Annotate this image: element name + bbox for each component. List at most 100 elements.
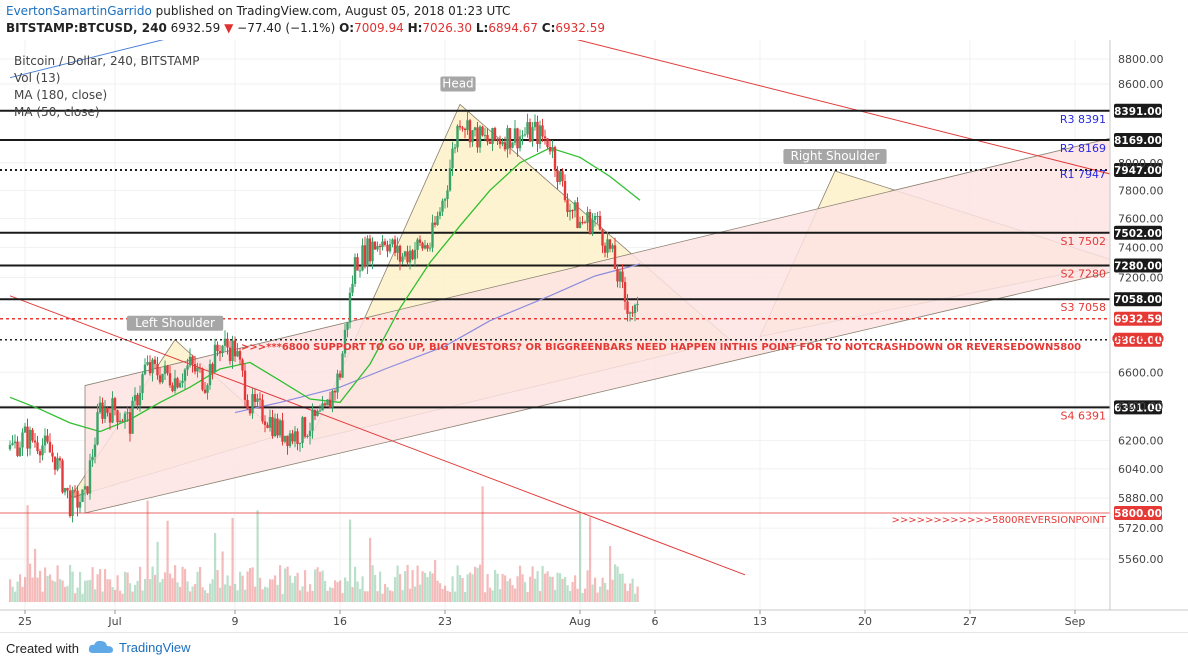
candle-body [441, 200, 444, 212]
candle-body [173, 378, 177, 391]
legend-title: Bitcoin / Dollar, 240, BITSTAMP [14, 54, 199, 68]
candle-body [516, 128, 519, 149]
candle-body [61, 460, 64, 493]
volume-bar [229, 585, 232, 602]
price-box-S2 [1114, 258, 1162, 273]
candle-body [201, 368, 204, 390]
candle-body [531, 127, 534, 142]
volume-bar [146, 500, 149, 602]
volume-bar [181, 566, 184, 602]
candle-body [451, 148, 454, 169]
volume-bar [184, 569, 187, 602]
author-link[interactable]: EvertonSamartinGarrido [6, 4, 152, 18]
time-tick-label: 6 [652, 615, 659, 628]
volume-bar [464, 592, 467, 602]
volume-bar [324, 581, 327, 602]
volume-bar [456, 565, 459, 602]
volume-bar [24, 577, 27, 602]
volume-bar [171, 578, 174, 602]
candle-body [8, 444, 12, 450]
volume-bar [134, 584, 137, 602]
volume-bar [584, 588, 587, 602]
volume-bar [61, 580, 64, 602]
volume-bar [436, 580, 439, 602]
volume-bar [594, 577, 597, 602]
candle-body [423, 245, 427, 249]
volume-bar [329, 587, 332, 602]
candle-body [501, 142, 504, 145]
volume-bar [531, 566, 534, 602]
volume-bar [154, 574, 157, 602]
candle-body [193, 364, 197, 372]
volume-bar [316, 567, 319, 602]
candle-body [438, 211, 442, 216]
candle-body [403, 251, 407, 257]
volume-bar [214, 532, 217, 602]
candle-body [208, 363, 212, 386]
volume-bar [414, 586, 417, 602]
volume-bar [224, 584, 227, 602]
volume-bar [609, 546, 612, 602]
volume-bar [59, 579, 62, 602]
volume-bar [9, 579, 12, 602]
candle-body [308, 430, 312, 436]
candle-body [443, 199, 447, 201]
volume-bar [139, 566, 142, 602]
price-box-R2 [1114, 132, 1162, 147]
candle-body [581, 221, 584, 223]
price-tick-label: 6400.00 [1118, 400, 1164, 413]
candle-body [63, 487, 67, 493]
candle-body [171, 385, 174, 391]
volume-bar [241, 575, 244, 602]
volume-bar [236, 590, 239, 602]
candle-body [591, 219, 594, 233]
volume-bar [234, 583, 237, 602]
candle-body [288, 433, 292, 447]
volume-bar [556, 572, 559, 602]
candle-body [156, 364, 159, 376]
volume-bar [431, 573, 434, 602]
level-label-R2: R2 8169 [1060, 142, 1106, 155]
candle-body [431, 222, 434, 248]
candle-body [293, 431, 297, 442]
candle-body [158, 375, 162, 383]
volume-bar [221, 551, 224, 602]
candle-body [328, 399, 332, 408]
downtrend-line [576, 40, 1110, 175]
candle-body [428, 247, 432, 249]
volume-bar [539, 591, 542, 602]
candle-body [196, 367, 199, 372]
low-label: L: [475, 21, 489, 35]
volume-bar [66, 585, 69, 602]
volume-bar [509, 578, 512, 602]
candle-body [503, 142, 507, 150]
price-box-reversion [1114, 506, 1162, 520]
volume-bar [86, 580, 89, 602]
volume-bar [116, 575, 119, 602]
level-label-S1: S1 7502 [1061, 235, 1106, 248]
volume-bar [306, 591, 309, 602]
ma50-line [9, 147, 641, 433]
ohlc-line: BITSTAMP:BTCUSD, 240 6932.59 ▼ −77.40 (−… [6, 21, 605, 35]
price-tick-label: 5720.00 [1118, 522, 1164, 535]
candle-body [373, 241, 377, 250]
candle-body [263, 421, 267, 426]
candle-body [191, 356, 194, 365]
right-shoulder-label-bg [783, 148, 887, 164]
volume-bar [176, 582, 179, 602]
volume-bar [471, 574, 474, 602]
candle-body [51, 452, 54, 457]
volume-bar [249, 568, 252, 602]
volume-bar [194, 584, 197, 602]
candle-body [238, 351, 242, 360]
volume-bar [169, 573, 172, 602]
candle-body [313, 409, 317, 416]
candle-body [356, 257, 359, 271]
volume-bar [364, 591, 367, 602]
candle-body [518, 136, 522, 149]
volume-bar [599, 586, 602, 602]
volume-bar [494, 569, 497, 602]
volume-bar [189, 591, 192, 602]
tradingview-link[interactable]: TradingView [88, 639, 191, 655]
